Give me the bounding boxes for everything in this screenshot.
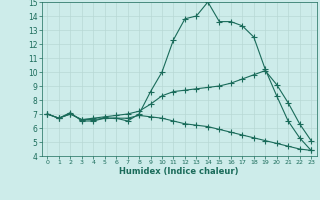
X-axis label: Humidex (Indice chaleur): Humidex (Indice chaleur) [119, 167, 239, 176]
